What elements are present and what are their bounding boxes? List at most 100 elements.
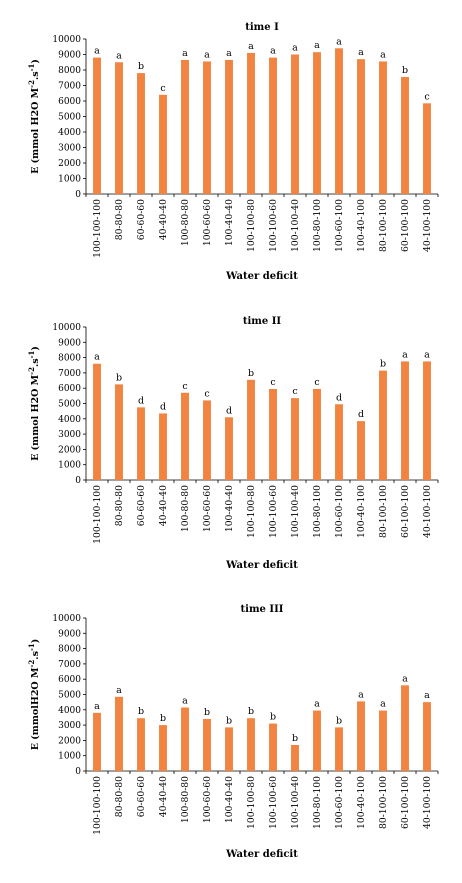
bar [313,388,321,480]
significance-letter: b [226,715,232,726]
y-axis-title-part: .s [30,358,41,367]
category-label: 100-100-40 [290,485,301,538]
y-tick-label: 1000 [58,461,81,471]
category-label: 100-40-40 [224,199,235,246]
y-axis-title-part: ) [30,639,41,644]
significance-letter: a [292,43,298,54]
y-tick-label: 2000 [58,445,81,455]
y-tick-label: 3000 [58,430,81,440]
y-tick-label: 0 [75,476,81,486]
bar [247,718,255,771]
y-tick-label: 2000 [58,736,81,746]
category-label: 40-100-100 [422,776,433,829]
bar [181,392,189,480]
y-tick-label: 2000 [58,159,81,169]
bar [335,48,343,194]
category-label: 100-80-80 [180,485,191,532]
significance-letter: a [336,36,342,47]
significance-letter: a [226,48,232,59]
chart-panel-1: time I 0 1000 2000 3000 4000 5000 6000 7000 8000 9… [27,22,439,282]
y-axis-title-superscript: -1 [27,643,36,651]
chart-title: time III [241,604,284,615]
category-label: 100-100-60 [268,485,279,538]
significance-letter: a [424,349,430,360]
bar [357,701,365,771]
significance-letter: a [358,689,364,700]
bar [115,384,123,480]
bar [137,73,145,194]
y-tick-label: 10000 [52,614,81,624]
bar [335,727,343,771]
significance-letter: d [138,395,144,406]
y-tick-label: 3000 [58,144,81,154]
category-label: 100-80-100 [312,776,323,829]
significance-letter: b [160,713,166,724]
y-tick-label: 5000 [58,113,81,123]
bar [401,361,409,480]
bar [181,707,189,771]
bar [159,725,167,771]
significance-letter: a [314,40,320,51]
bar [93,363,101,480]
y-axis-title-part: E (mmol H2O M [30,374,41,461]
bar [269,723,277,771]
bar [291,54,299,194]
y-axis-title: E (mmol H2O M-2.s-1) [27,346,42,461]
y-tick-label: 8000 [58,354,81,364]
significance-letter: a [116,50,122,61]
category-label: 100-100-80 [246,199,257,252]
y-axis-title-superscript: -2 [27,367,36,375]
significance-letter: d [160,401,166,412]
x-axis-title: Water deficit [225,849,298,860]
significance-letter: a [358,47,364,58]
y-tick-label: 5000 [58,400,81,410]
y-tick-label: 6000 [58,675,81,685]
y-axis-title-superscript: -1 [27,350,36,358]
y-tick-label: 4000 [58,706,81,716]
bar [93,57,101,194]
chart-title: time II [243,316,282,327]
bar [137,718,145,771]
category-label: 80-80-80 [114,199,125,240]
bar [379,61,387,194]
x-axis-title: Water deficit [225,560,298,571]
y-axis-title-part: .s [30,651,41,660]
y-axis-title-part: ) [30,346,41,351]
category-label: 100-100-80 [246,776,257,829]
y-tick-label: 6000 [58,384,81,394]
bar [203,61,211,194]
significance-letter: b [138,61,144,72]
significance-letter: c [314,377,319,388]
y-tick-label: 7000 [58,660,81,670]
category-label: 80-100-100 [378,776,389,829]
significance-letter: b [248,368,254,379]
y-tick-label: 4000 [58,128,81,138]
category-label: 100-100-100 [92,199,103,258]
y-axis-title-part: E (mmolH2O M [30,667,41,750]
x-axis-title: Water deficit [225,271,298,282]
bar [203,400,211,480]
significance-letter: b [204,707,210,718]
y-tick-label: 3000 [58,721,81,731]
bar [203,718,211,771]
category-label: 100-40-40 [224,485,235,532]
significance-letter: d [358,409,364,420]
y-tick-label: 9000 [58,51,81,61]
significance-letter: a [314,699,320,710]
category-label: 100-100-60 [268,776,279,829]
y-tick-label: 7000 [58,82,81,92]
y-tick-label: 5000 [58,691,81,701]
bar [401,685,409,771]
significance-letter: a [182,696,188,707]
category-label: 100-80-100 [312,485,323,538]
bar [247,52,255,195]
significance-letter: a [380,699,386,710]
bar [247,379,255,480]
y-tick-label: 1000 [58,752,81,762]
bar [379,370,387,480]
category-label: 100-40-100 [356,199,367,252]
category-label: 100-80-80 [180,776,191,823]
category-label: 40-100-100 [422,485,433,538]
y-axis-title-part: ) [30,59,41,64]
